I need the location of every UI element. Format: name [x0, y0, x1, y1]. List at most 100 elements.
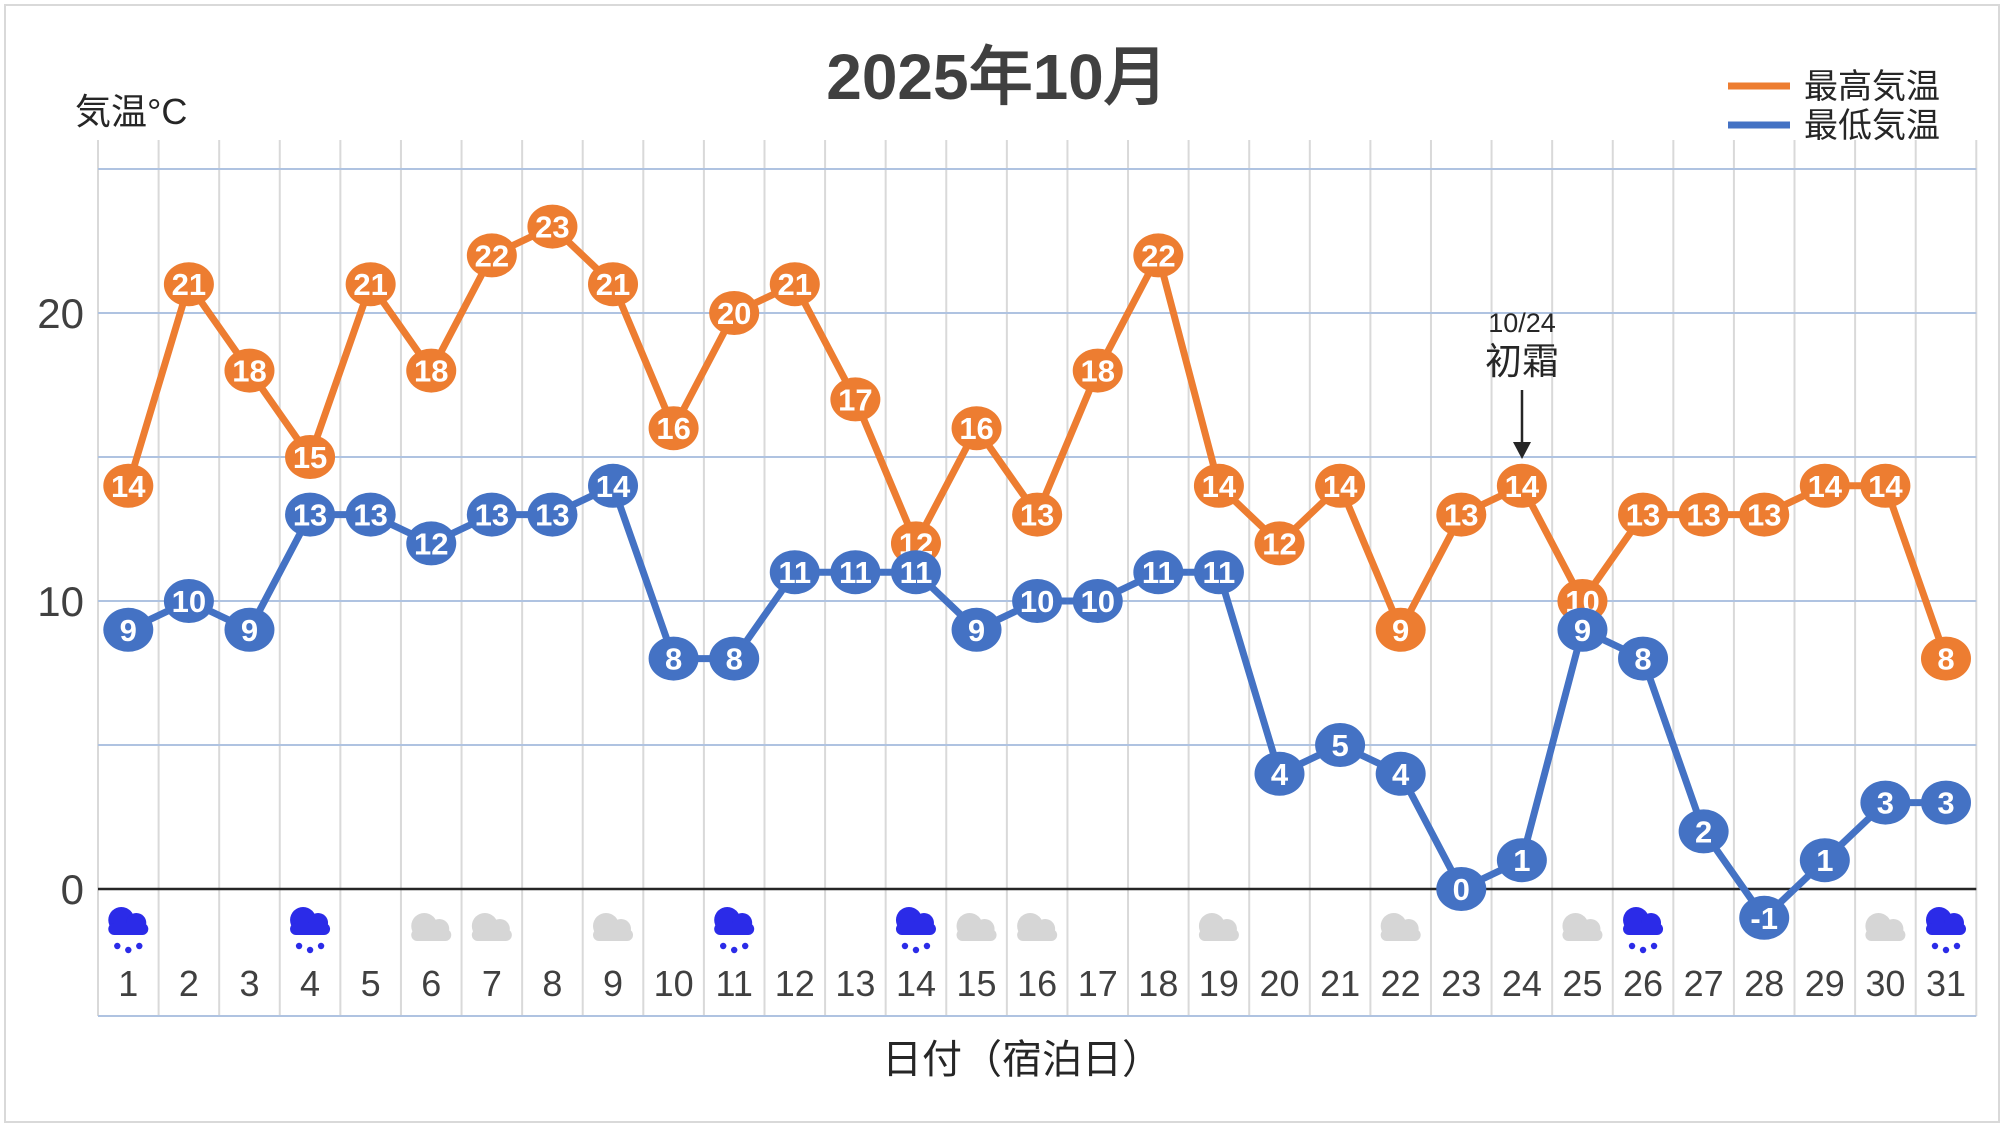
rain-drop — [317, 942, 325, 950]
y-axis-title: 気温°C — [75, 91, 187, 132]
rain-drop — [1639, 946, 1647, 954]
min-temp-label-day-9: 14 — [596, 469, 631, 504]
rain-drop — [1650, 942, 1658, 950]
cloud-base — [411, 929, 452, 941]
min-temp-point-day-27 — [1678, 809, 1729, 854]
max-temp-point-day-28 — [1739, 492, 1790, 537]
gridlines — [97, 140, 1978, 1017]
cloud-icon-day-25 — [1562, 913, 1603, 941]
max-temp-label-day-11: 20 — [717, 296, 751, 331]
x-tick-day-27: 27 — [1684, 963, 1724, 1004]
min-temp-point-day-18 — [1133, 550, 1184, 595]
rain-icon-day-31 — [1925, 907, 1966, 954]
series-layer: 1421181521182223211620211712161318221412… — [103, 204, 1971, 940]
rain-drop — [901, 942, 909, 950]
min-temp-label-day-23: 0 — [1453, 872, 1470, 907]
max-temp-point-day-27 — [1678, 492, 1729, 537]
max-temp-label-day-26: 13 — [1626, 498, 1660, 533]
rain-icon-day-1 — [108, 907, 149, 954]
x-tick-day-29: 29 — [1805, 963, 1845, 1004]
max-temp-point-day-21 — [1315, 463, 1366, 508]
cloud-base — [1865, 929, 1906, 941]
min-temp-point-day-29 — [1799, 838, 1850, 883]
x-tick-day-5: 5 — [361, 963, 381, 1004]
cloud-base — [714, 923, 755, 935]
min-temp-label-day-2: 10 — [172, 584, 206, 619]
max-temp-label-day-20: 12 — [1262, 526, 1296, 561]
max-temp-label-day-23: 13 — [1444, 498, 1478, 533]
min-temp-label-day-6: 12 — [414, 526, 448, 561]
min-temp-label-day-20: 4 — [1271, 757, 1289, 792]
max-temp-point-day-19 — [1193, 463, 1244, 508]
cloud-base — [1380, 929, 1421, 941]
min-temp-point-day-23 — [1436, 867, 1487, 911]
max-temp-point-day-6 — [406, 348, 457, 393]
max-temp-label-day-3: 18 — [232, 354, 266, 389]
max-temp-label-day-2: 21 — [172, 267, 206, 302]
max-temp-point-day-9 — [588, 262, 639, 307]
cloud-base — [1623, 923, 1664, 935]
max-temp-point-day-29 — [1799, 463, 1850, 508]
rain-icon-day-4 — [290, 907, 331, 954]
max-temp-label-day-22: 9 — [1392, 613, 1409, 648]
max-temp-label-day-13: 17 — [838, 382, 872, 417]
cloud-icon-day-9 — [593, 913, 634, 941]
min-temp-point-day-4 — [285, 492, 336, 537]
min-temp-point-day-8 — [527, 492, 578, 537]
min-temp-label-day-17: 10 — [1080, 584, 1114, 619]
max-temp-point-day-20 — [1254, 521, 1305, 566]
min-temp-point-day-12 — [769, 550, 820, 595]
max-temp-label-day-21: 14 — [1323, 469, 1358, 504]
min-temp-label-day-22: 4 — [1392, 757, 1410, 792]
x-tick-day-12: 12 — [775, 963, 815, 1004]
min-temp-point-day-26 — [1618, 636, 1669, 681]
max-temp-point-day-15 — [951, 406, 1002, 451]
first-frost-annotation: 10/24 初霜 — [1485, 308, 1559, 459]
rain-drop — [1931, 942, 1939, 950]
min-temp-label-day-31: 3 — [1937, 786, 1954, 821]
min-temp-label-day-21: 5 — [1331, 728, 1348, 763]
min-temp-point-day-6 — [406, 521, 457, 566]
cloud-base — [895, 923, 936, 935]
max-temp-label-day-6: 18 — [414, 354, 448, 389]
min-temp-label-day-29: 1 — [1816, 843, 1833, 878]
x-tick-day-31: 31 — [1926, 963, 1966, 1004]
max-temp-label-day-1: 14 — [111, 469, 146, 504]
rain-drop — [125, 946, 132, 954]
min-temp-label-day-4: 13 — [293, 498, 327, 533]
min-temp-point-day-28 — [1739, 895, 1790, 940]
x-tick-day-8: 8 — [542, 963, 562, 1004]
rain-drop — [741, 942, 749, 950]
weather-icons — [108, 907, 1966, 954]
rain-drop — [912, 946, 920, 954]
x-tick-day-25: 25 — [1562, 963, 1602, 1004]
rain-drop — [730, 946, 738, 954]
x-tick-day-24: 24 — [1502, 963, 1542, 1004]
cloud-base — [471, 929, 512, 941]
chart-title: 2025年10月 — [826, 41, 1168, 113]
max-temp-point-day-2 — [163, 262, 214, 307]
min-temp-point-day-5 — [345, 492, 396, 537]
min-temp-point-day-14 — [890, 550, 941, 595]
min-temp-label-day-30: 3 — [1877, 786, 1894, 821]
max-temp-point-day-16 — [1012, 492, 1063, 537]
x-axis-title: 日付（宿泊日） — [882, 1038, 1162, 1082]
rain-drop — [923, 942, 931, 950]
min-temp-point-day-3 — [224, 607, 275, 652]
x-tick-day-22: 22 — [1381, 963, 1421, 1004]
x-tick-day-18: 18 — [1138, 963, 1178, 1004]
rain-icon-day-14 — [895, 907, 936, 954]
y-tick-label-0: 0 — [61, 866, 84, 913]
x-tick-day-3: 3 — [239, 963, 259, 1004]
cloud-icon-day-19 — [1198, 913, 1239, 941]
max-temp-point-day-30 — [1860, 463, 1911, 508]
rain-drop — [306, 946, 314, 954]
max-temp-label-day-24: 14 — [1505, 469, 1540, 504]
max-temp-point-day-4 — [285, 435, 336, 479]
max-temp-point-day-22 — [1375, 607, 1426, 652]
x-tick-day-7: 7 — [482, 963, 502, 1004]
annotation-arrow-head-icon — [1513, 442, 1531, 459]
annotation-event: 初霜 — [1485, 341, 1559, 382]
max-temp-series: 14 21 18 15 21 18 22 23 21 16 20 21 17 12 16 13 18 22 14 12… — [103, 204, 1971, 681]
